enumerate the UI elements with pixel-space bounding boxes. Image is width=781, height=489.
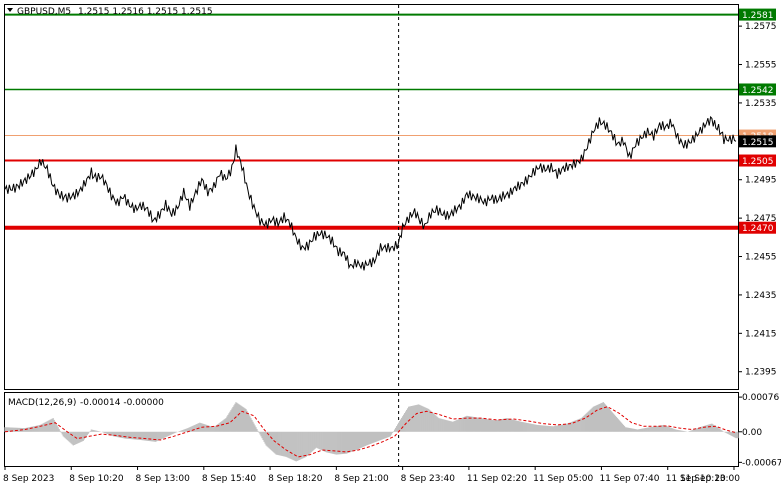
time-axis-label: 11 Sep 10:20	[666, 474, 726, 484]
price-level-label: 1.2581	[742, 11, 774, 21]
symbol-dropdown-icon[interactable]	[7, 8, 13, 12]
price-level-label: 1.2542	[742, 86, 774, 96]
price-axis: 1.2575 1.2555 1.2535 1.2495 1.2475 1.2455 1.24…	[738, 22, 777, 378]
price-level-tag	[739, 154, 776, 167]
macd-signal-line	[4, 406, 737, 458]
price-panel-frame	[4, 4, 739, 390]
macd-title: MACD(12,26,9)	[8, 398, 76, 408]
time-axis-label: 11 Sep 13:00	[680, 474, 740, 484]
time-axis-label: 8 Sep 15:40	[202, 474, 257, 484]
macd-axis-label: 0.00	[742, 428, 762, 438]
price-axis-label: 1.2395	[745, 368, 777, 378]
macd-axis-label: -0.00067	[742, 458, 781, 468]
price-level-label: 1.2470	[742, 224, 774, 234]
price-axis-label: 1.2535	[745, 99, 777, 109]
price-level-label: 1.2505	[742, 157, 774, 167]
time-axis-label: 11 Sep 02:20	[467, 474, 527, 484]
time-axis-label: 8 Sep 18:20	[268, 474, 323, 484]
ohlc-values: 1.2515 1.2516 1.2515 1.2515	[78, 7, 213, 17]
time-axis-label: 8 Sep 13:00	[136, 474, 191, 484]
symbol-title: GBPUSD,M5	[17, 7, 71, 17]
time-axis: 8 Sep 2023 8 Sep 10:20 8 Sep 13:00 8 Sep 15…	[3, 466, 740, 484]
price-axis-label: 1.2555	[745, 61, 777, 71]
macd-axis-label: 0.00076	[742, 393, 779, 403]
current-price-tag	[739, 135, 776, 148]
macd-histogram	[4, 402, 739, 462]
price-axis-label: 1.2415	[745, 329, 777, 339]
time-axis-label: 8 Sep 23:40	[401, 474, 456, 484]
time-axis-label: 8 Sep 2023	[3, 474, 54, 484]
price-axis-label: 1.2575	[745, 22, 777, 32]
price-levels	[5, 13, 738, 230]
current-price-label: 1.2515	[742, 138, 774, 148]
price-series-line	[4, 115, 737, 271]
time-axis-label: 8 Sep 10:20	[69, 474, 124, 484]
time-axis-label: 11 Sep 05:00	[533, 474, 593, 484]
macd-values: -0.00014 -0.00000	[80, 398, 164, 408]
price-level-tag	[739, 221, 776, 234]
price-axis-label: 1.2455	[745, 253, 777, 263]
time-axis-label: 11 Sep 07:40	[599, 474, 659, 484]
price-axis-label: 1.2475	[745, 214, 777, 224]
price-axis-label: 1.2495	[745, 176, 777, 186]
price-level-tag	[739, 83, 776, 96]
price-axis-label: 1.2435	[745, 291, 777, 301]
macd-axis: 0.00076 0.00 -0.00067	[738, 393, 781, 468]
price-level-tag	[739, 8, 776, 21]
time-axis-label: 8 Sep 21:00	[334, 474, 389, 484]
